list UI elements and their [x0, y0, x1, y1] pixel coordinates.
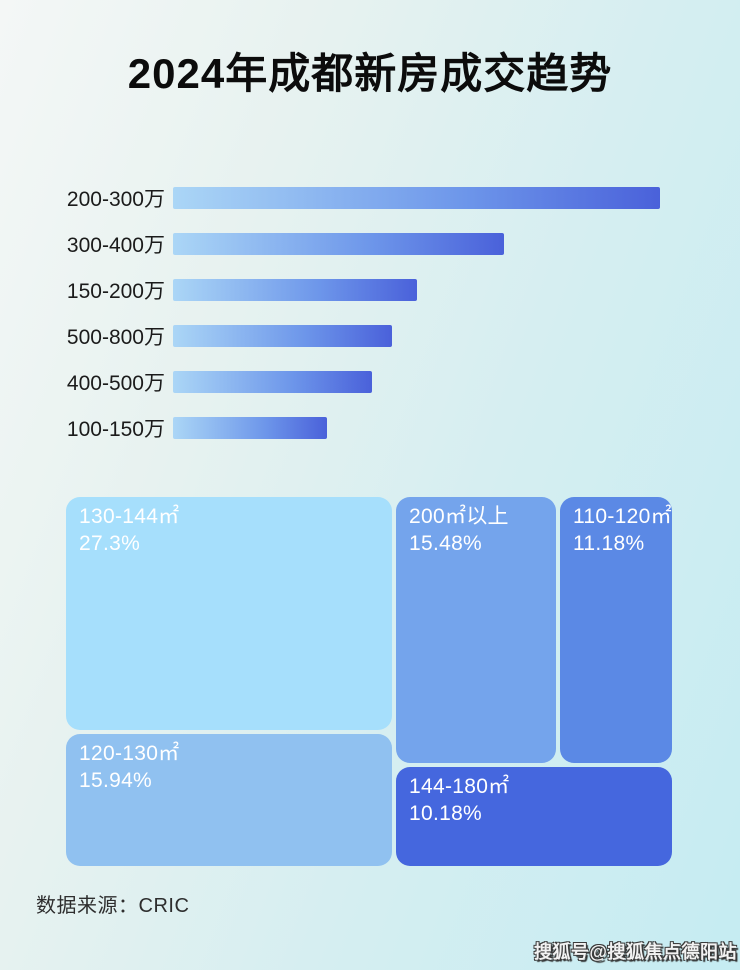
cell-label: 200㎡以上	[409, 505, 509, 528]
bar-row: 100-150万	[36, 405, 704, 451]
bar-row: 500-800万	[36, 313, 704, 359]
data-source-label: 数据来源：CRIC	[36, 895, 190, 917]
bar-row: 400-500万	[36, 359, 704, 405]
price-band-bar-chart: 200-300万 300-400万 150-200万 500-800万 400-…	[36, 175, 704, 451]
bar-fill	[173, 417, 327, 439]
bar-row: 200-300万	[36, 175, 704, 221]
cell-label: 110-120㎡	[573, 505, 672, 528]
cell-percent: 15.48%	[409, 531, 483, 555]
bar-track	[173, 279, 704, 301]
bar-fill	[173, 233, 504, 255]
watermark-text: 搜狐号@搜狐焦点德阳站	[533, 942, 737, 962]
area-size-treemap: 130-144㎡ 27.3% 200㎡以上 15.48% 110-120㎡ 11…	[66, 497, 672, 866]
treemap-cell-144-180: 144-180㎡ 10.18%	[396, 767, 672, 866]
bar-label: 100-150万	[66, 418, 165, 441]
cell-percent: 11.18%	[573, 531, 645, 555]
bar-label: 300-400万	[66, 234, 165, 257]
bar-row: 300-400万	[36, 221, 704, 267]
treemap-cell-120-130: 120-130㎡ 15.94%	[66, 734, 392, 866]
bar-label: 500-800万	[66, 326, 165, 349]
bar-label: 200-300万	[66, 188, 165, 211]
treemap-cell-110-120: 110-120㎡ 11.18%	[560, 497, 672, 763]
cell-percent: 10.18%	[409, 801, 483, 825]
bar-track	[173, 417, 704, 439]
treemap-cell-200-plus: 200㎡以上 15.48%	[396, 497, 556, 763]
bar-track	[173, 371, 704, 393]
bar-fill	[173, 187, 660, 209]
bar-fill	[173, 325, 392, 347]
bar-fill	[173, 279, 417, 301]
bar-track	[173, 187, 704, 209]
bar-label: 150-200万	[66, 280, 165, 303]
page-title: 2024年成都新房成交趋势	[127, 50, 613, 97]
cell-percent: 27.3%	[79, 531, 141, 555]
bar-track	[173, 233, 704, 255]
bar-label: 400-500万	[66, 372, 165, 395]
bar-row: 150-200万	[36, 267, 704, 313]
cell-percent: 15.94%	[79, 768, 153, 792]
bar-fill	[173, 371, 372, 393]
cell-label: 130-144㎡	[79, 505, 180, 528]
bar-track	[173, 325, 704, 347]
treemap-cell-130-144: 130-144㎡ 27.3%	[66, 497, 392, 730]
cell-label: 120-130㎡	[79, 742, 180, 765]
cell-label: 144-180㎡	[409, 775, 510, 798]
